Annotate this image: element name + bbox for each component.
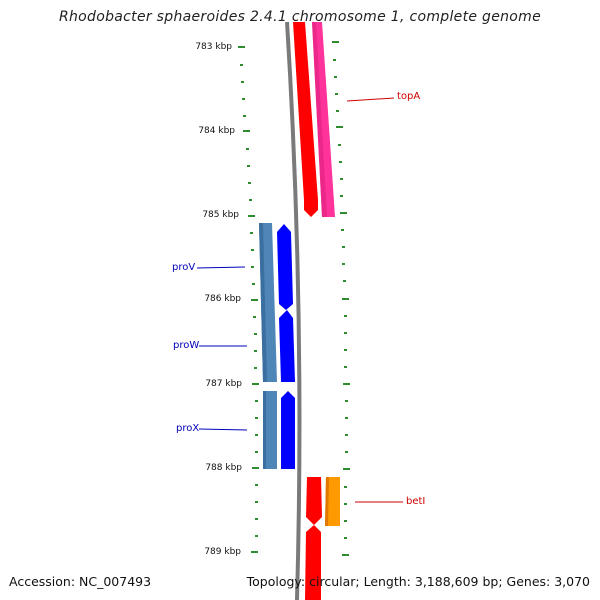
gene-label-proV[interactable]: proV — [172, 262, 196, 273]
kbp-label: 789 kbp — [204, 547, 241, 557]
cds-steelblue-1-shade — [259, 223, 267, 382]
gene-label-topA[interactable]: topA — [397, 91, 421, 102]
backbone-arc — [285, 21, 302, 600]
map-title: Rhodobacter sphaeroides 2.4.1 chromosome… — [58, 9, 542, 25]
gene-label-betI[interactable]: betI — [406, 496, 426, 507]
inner-ticks — [238, 46, 259, 553]
cds-red-lower-2 — [305, 525, 321, 600]
outer-ticks — [332, 41, 350, 556]
cds-pink-topA-shade — [312, 22, 327, 217]
cds-red-upper — [293, 22, 318, 217]
gene-label-proX[interactable]: proX — [176, 423, 200, 434]
kbp-label: 788 kbp — [205, 463, 242, 473]
cds-blue-proX — [281, 391, 295, 469]
cds-blue-proV — [277, 224, 293, 310]
accession-text: Accession: NC_007493 — [9, 574, 152, 589]
leader-proX — [198, 428, 248, 431]
cds-red-lower-1 — [306, 477, 322, 525]
kbp-label: 786 kbp — [204, 294, 241, 304]
cds-blue-proW — [279, 310, 295, 382]
cds-steelblue-2 — [263, 391, 277, 469]
leader-topA — [346, 97, 395, 102]
cds-orange-betI-shade — [325, 477, 329, 526]
gene-label-proW[interactable]: proW — [173, 340, 200, 351]
kbp-label: 784 kbp — [198, 126, 235, 136]
kbp-label: 785 kbp — [202, 210, 239, 220]
cds-steelblue-2-shade — [263, 391, 266, 469]
kbp-label: 783 kbp — [195, 42, 232, 52]
leader-proV — [196, 266, 246, 269]
genome-summary-text: Topology: circular; Length: 3,188,609 bp… — [246, 574, 590, 589]
kbp-label: 787 kbp — [205, 379, 242, 389]
